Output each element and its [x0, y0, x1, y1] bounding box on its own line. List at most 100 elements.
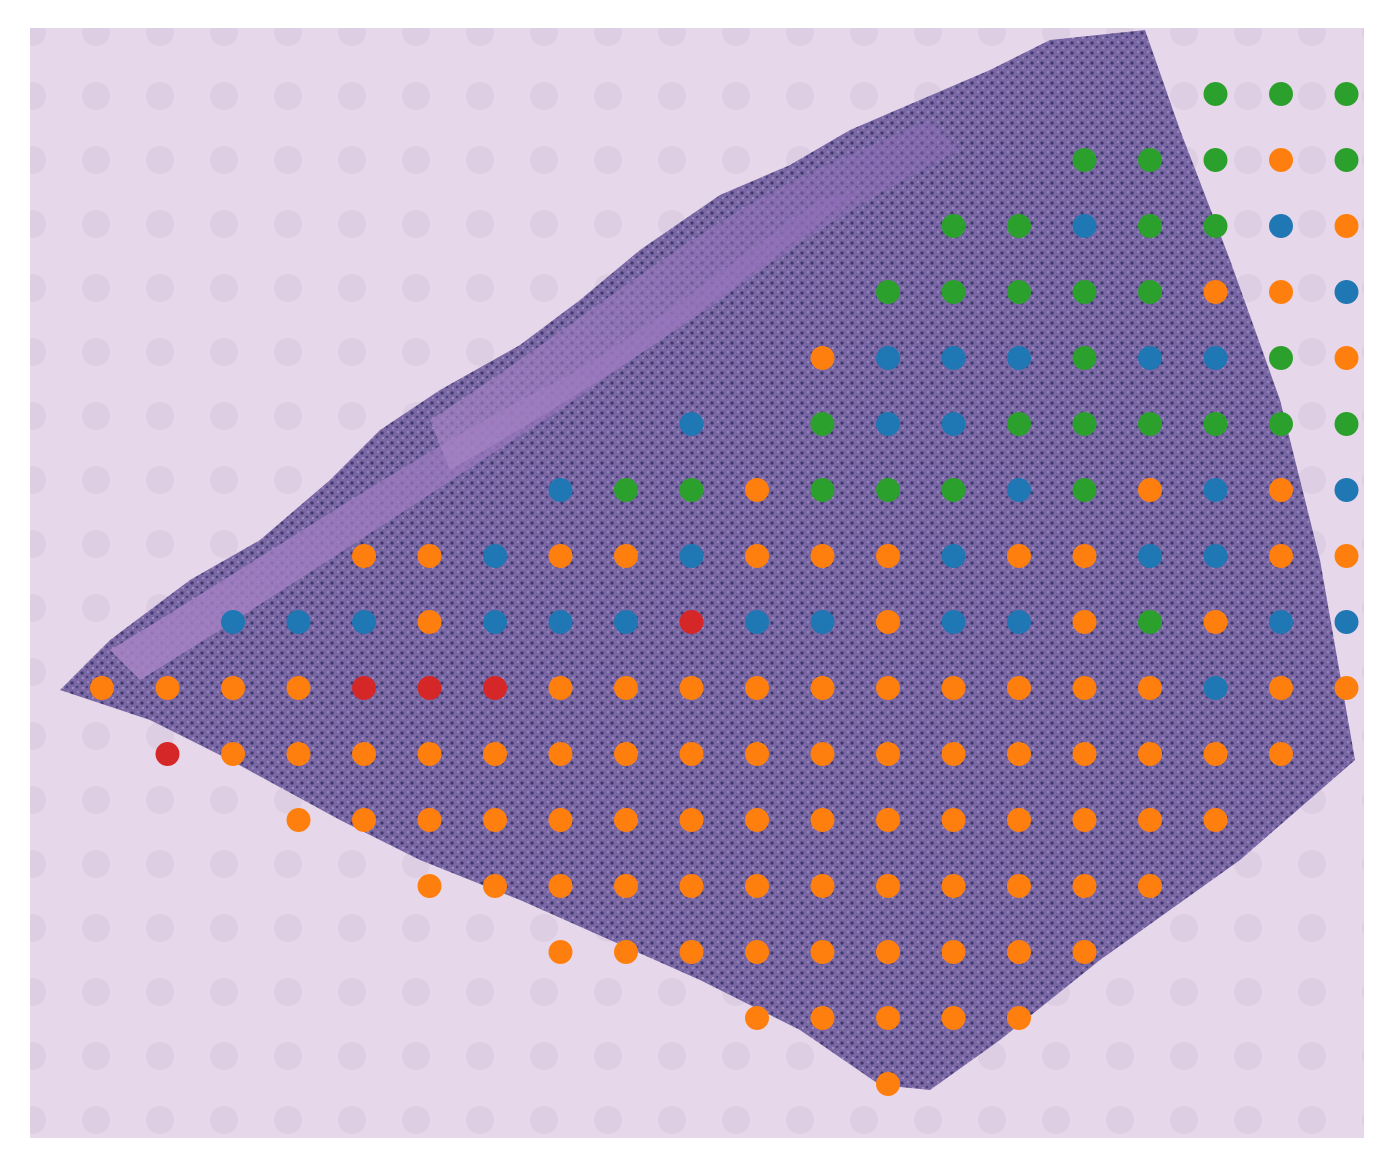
spot-blue [352, 610, 376, 634]
spot-green [1138, 412, 1162, 436]
spot-orange [1203, 610, 1228, 634]
spot-orange [483, 742, 507, 766]
spot-orange [1072, 676, 1097, 700]
spot-orange [745, 808, 769, 832]
spot-blue [1072, 214, 1097, 238]
spot-orange [614, 742, 638, 766]
spot-orange [810, 742, 835, 766]
spot-orange [876, 676, 900, 700]
spot-green [1072, 478, 1097, 502]
spot-blue [1203, 676, 1228, 700]
spot-blue [1334, 610, 1359, 634]
spot-orange [614, 808, 638, 832]
spot-orange [745, 478, 769, 502]
spot-green [941, 280, 966, 304]
spot-orange [1072, 874, 1097, 898]
spot-orange [1203, 280, 1228, 304]
spot-green [1138, 148, 1162, 172]
spot-orange [1072, 940, 1097, 964]
spot-green [876, 280, 900, 304]
spot-blue [286, 610, 311, 634]
spot-blue [1269, 610, 1293, 634]
spot-blue [679, 544, 704, 568]
spot-orange [876, 1006, 900, 1030]
spot-orange [221, 742, 245, 766]
spot-blue [1334, 478, 1359, 502]
spot-orange [876, 874, 900, 898]
spot-orange [352, 544, 376, 568]
spot-orange [221, 676, 245, 700]
spot-green [1334, 82, 1359, 106]
spot-orange [1072, 808, 1097, 832]
spot-orange [810, 808, 835, 832]
spot-orange [614, 874, 638, 898]
spot-orange [679, 874, 704, 898]
spot-orange [1007, 544, 1031, 568]
spot-orange [941, 1006, 966, 1030]
spot-orange [679, 676, 704, 700]
spot-blue [941, 412, 966, 436]
spot-orange [810, 940, 835, 964]
spot-orange [417, 742, 442, 766]
spot-orange [1138, 874, 1162, 898]
spot-orange [483, 808, 507, 832]
spot-green [614, 478, 638, 502]
spot-green [1072, 148, 1097, 172]
spot-orange [1072, 742, 1097, 766]
spot-red [155, 742, 180, 766]
spot-green [1334, 412, 1359, 436]
spot-green [679, 478, 704, 502]
spot-blue [1007, 346, 1031, 370]
spot-orange [548, 940, 573, 964]
spot-orange [876, 1072, 900, 1096]
spot-orange [1269, 148, 1293, 172]
spot-orange [810, 544, 835, 568]
spot-orange [745, 1006, 769, 1030]
spot-orange [548, 808, 573, 832]
spot-orange [1203, 808, 1228, 832]
spot-orange [745, 742, 769, 766]
spot-green [1269, 346, 1293, 370]
spot-orange [941, 940, 966, 964]
spot-orange [1203, 742, 1228, 766]
spot-green [1269, 412, 1293, 436]
spot-orange [548, 742, 573, 766]
muscle-fibers-upper [430, 120, 960, 470]
spot-orange [941, 808, 966, 832]
spot-blue [548, 478, 573, 502]
spot-blue [483, 544, 507, 568]
spot-orange [679, 808, 704, 832]
spot-orange [1334, 676, 1359, 700]
tissue-section [60, 30, 1355, 1090]
spot-orange [1007, 808, 1031, 832]
spot-green [1138, 280, 1162, 304]
spot-orange [417, 544, 442, 568]
spot-orange [1269, 676, 1293, 700]
spot-orange [810, 676, 835, 700]
spot-orange [286, 742, 311, 766]
spot-blue [679, 412, 704, 436]
spot-orange [1269, 478, 1293, 502]
spot-orange [1269, 544, 1293, 568]
spot-green [1007, 214, 1031, 238]
spot-orange [417, 874, 442, 898]
spot-green [810, 478, 835, 502]
spot-blue [1269, 214, 1293, 238]
spot-green [1203, 412, 1228, 436]
spot-orange [1007, 940, 1031, 964]
spot-orange [1138, 676, 1162, 700]
spot-orange [483, 874, 507, 898]
spot-layer [90, 82, 1359, 1096]
spot-red [483, 676, 507, 700]
spot-green [1072, 412, 1097, 436]
spot-orange [417, 610, 442, 634]
spot-green [1334, 148, 1359, 172]
spot-orange [548, 874, 573, 898]
spot-blue [1007, 610, 1031, 634]
spot-blue [1203, 478, 1228, 502]
spot-orange [1269, 742, 1293, 766]
spot-green [1203, 214, 1228, 238]
spot-orange [810, 346, 835, 370]
spot-green [1072, 280, 1097, 304]
